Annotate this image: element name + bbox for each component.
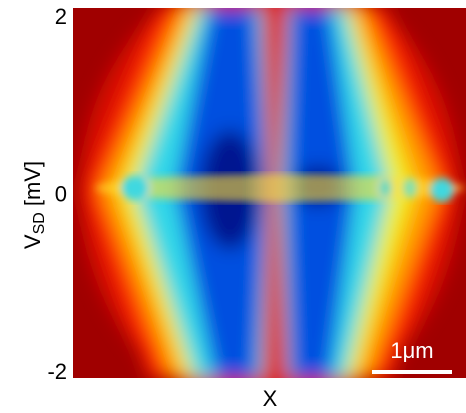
y-axis-label: VSD [mV]: [20, 161, 48, 249]
y-tick-label: -2: [47, 359, 67, 384]
y-tick-label: 2: [55, 4, 67, 29]
scale-bar-label: 1μm: [390, 338, 433, 363]
heatmap: [73, 8, 466, 378]
y-label-unit: [mV]: [20, 161, 45, 206]
y-tick-label: 0: [55, 181, 67, 206]
y-label-subscript: SD: [31, 212, 48, 234]
x-axis-label: X: [263, 386, 278, 411]
y-label-symbol: V: [20, 234, 45, 249]
